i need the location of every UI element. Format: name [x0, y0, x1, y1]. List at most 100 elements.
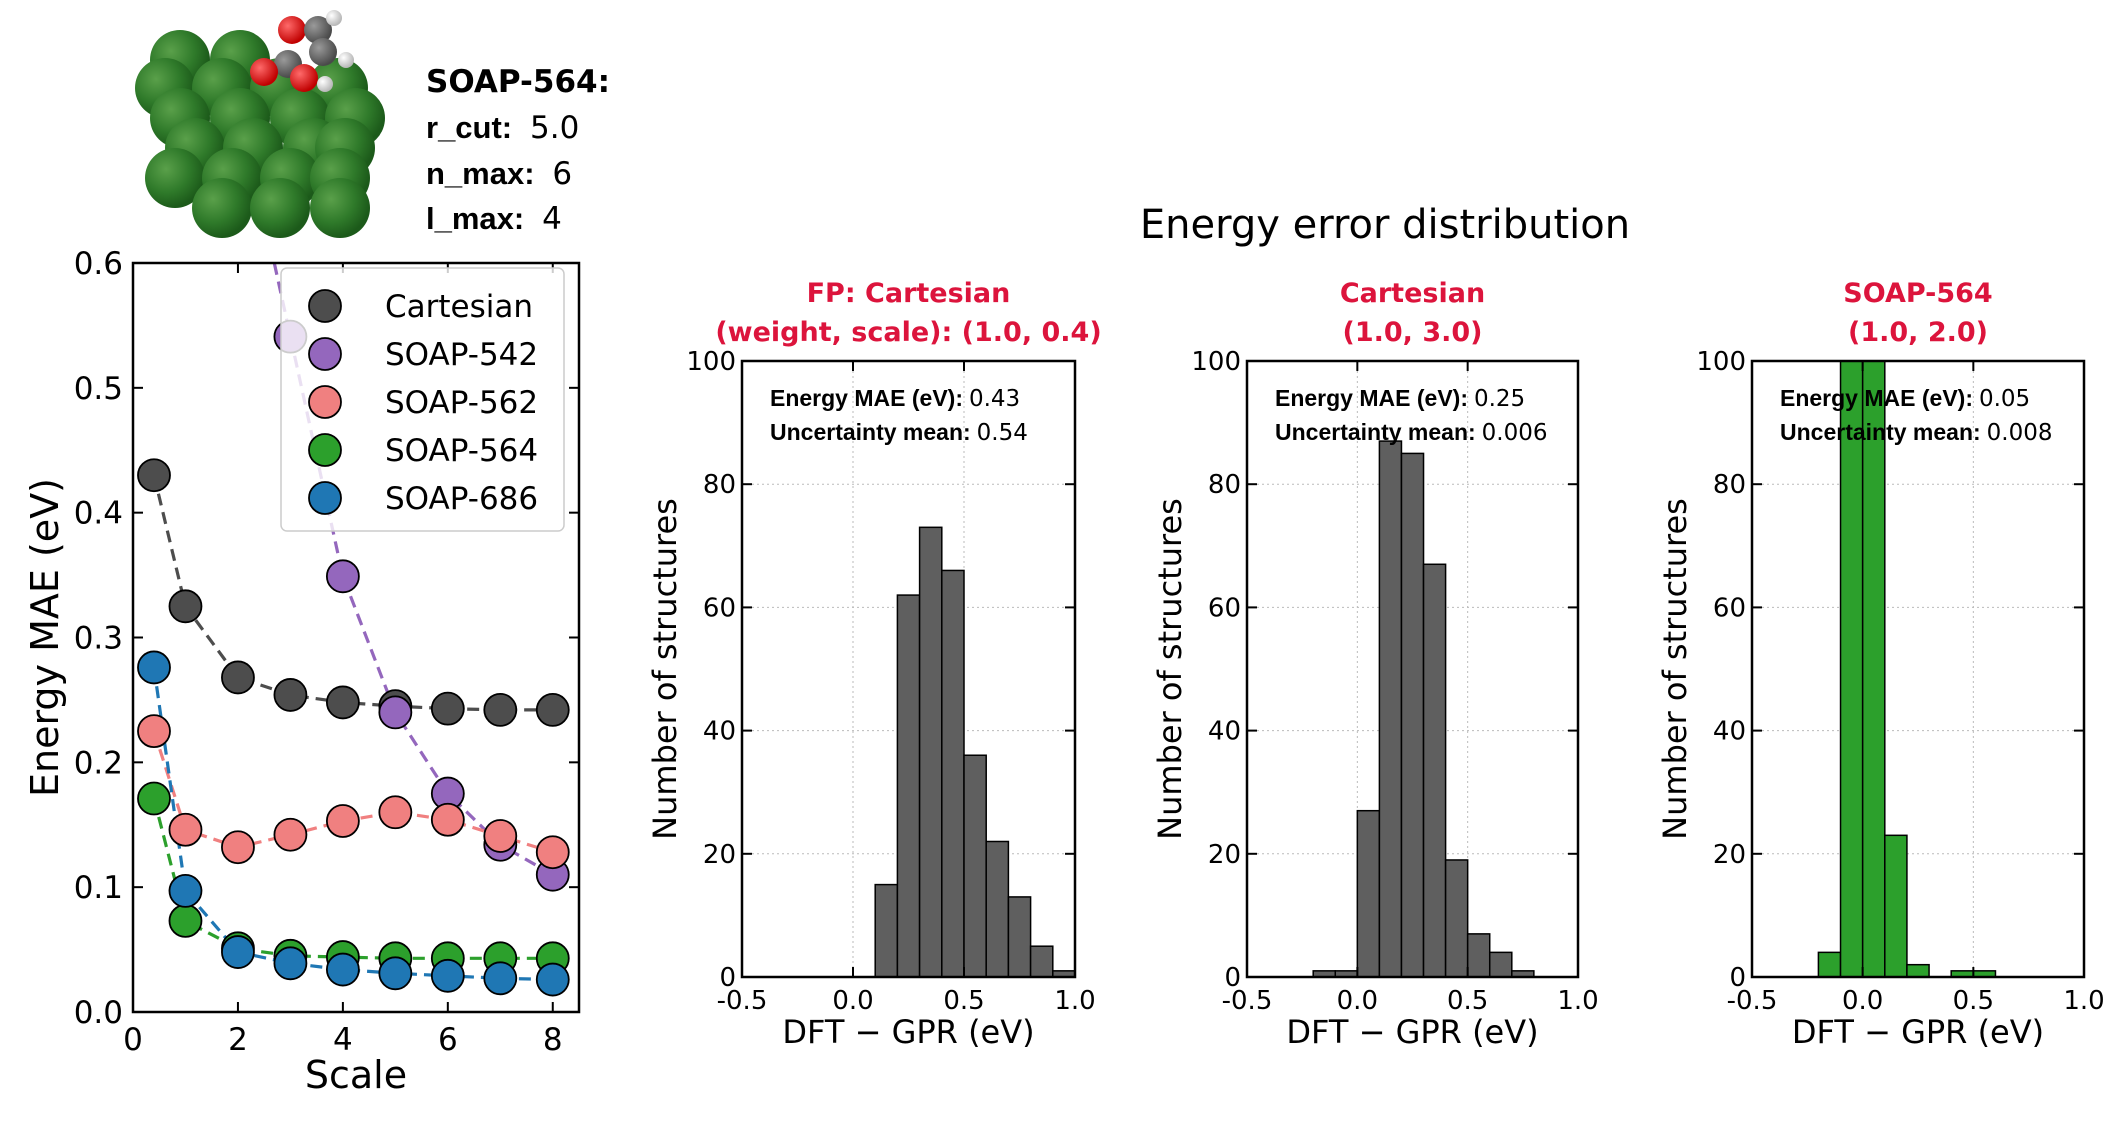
x-axis-label: DFT − GPR (eV): [1286, 1013, 1538, 1051]
x-tick-label: -0.5: [717, 986, 768, 1016]
annotation-value: 0.006: [1482, 420, 1548, 446]
legend: Cartesian SOAP-542 SOAP-562 SOAP-564 SOAP-68…: [280, 267, 565, 532]
point-SOAP-542: [325, 559, 360, 594]
point-Cartesian: [430, 691, 465, 726]
annotation-line: Energy MAE (eV): 0.05: [1780, 385, 2030, 412]
point-Cartesian: [221, 660, 255, 695]
suptitle: Energy error distribution: [1140, 202, 1630, 248]
x-tick-label: 0.5: [943, 986, 984, 1016]
y-tick-label: 0.0: [74, 995, 123, 1031]
legend-box: [280, 267, 565, 532]
y-tick-label: 0.4: [74, 496, 123, 532]
hist-bar: [1400, 452, 1425, 977]
y-tick-label: 80: [1208, 470, 1241, 500]
point-SOAP-686: [221, 935, 255, 969]
point-Cartesian: [483, 693, 518, 727]
annotation-line: Energy MAE (eV): 0.43: [770, 385, 1020, 412]
legend-marker: [308, 385, 342, 419]
histogram-soap-564: -0.5 0.0 0.5 1.0 0 20 40 60 80 100 DFT − GPR (eV) N…: [1656, 278, 2105, 1051]
x-tick-label: -0.5: [1222, 986, 1273, 1016]
y-tick-label: 80: [1713, 470, 1746, 500]
x-tick-label: 1.0: [2063, 986, 2104, 1016]
annotation-value: 0.25: [1474, 386, 1525, 412]
hist-bar: [1906, 963, 1930, 977]
plot-frame: [740, 359, 1077, 979]
hist-bar: [1378, 440, 1403, 977]
x-tick-label: 1.0: [1557, 986, 1598, 1016]
subplot-title: FP: Cartesian: [807, 278, 1011, 309]
hist-bar: [1817, 951, 1842, 977]
slab-atom: [145, 148, 205, 208]
legend-label: SOAP-686: [385, 481, 538, 517]
legend-label: SOAP-542: [385, 337, 538, 373]
hist-bar: [1422, 563, 1447, 977]
x-tick-label: 8: [543, 1022, 563, 1058]
annotation-value: 0.43: [969, 386, 1020, 412]
point-SOAP-542: [378, 695, 413, 730]
point-Cartesian: [137, 458, 171, 493]
hist-bar: [896, 594, 921, 977]
y-tick-label: 40: [1208, 717, 1241, 747]
hist-bar: [985, 840, 1010, 977]
param-l-max: l_max: 4: [426, 201, 562, 237]
hist-bar: [1488, 951, 1513, 977]
annotation-label: Uncertainty mean:: [1275, 419, 1476, 445]
slab-atoms: [135, 30, 385, 238]
legend-marker: [308, 481, 342, 515]
x-axis-label: DFT − GPR (eV): [782, 1013, 1034, 1051]
y-axis-label: Number of structures: [1656, 498, 1694, 840]
hist-bar: [1007, 896, 1032, 977]
subplot-title: (1.0, 3.0): [1343, 317, 1483, 348]
y-tick-label: 0.2: [74, 745, 123, 781]
annotation-label: Uncertainty mean:: [1780, 419, 1981, 445]
annotation-line: Uncertainty mean: 0.008: [1780, 419, 2053, 446]
hist-bar: [1052, 970, 1075, 977]
legend-marker: [308, 433, 342, 467]
point-SOAP-562: [430, 802, 465, 837]
x-tick-label: 0.0: [832, 986, 873, 1016]
x-tick-label: 6: [438, 1022, 458, 1058]
hist-bar: [1839, 361, 1864, 977]
hist-bar: [941, 569, 965, 977]
y-tick-label: 0.5: [74, 371, 123, 407]
point-SOAP-686: [483, 961, 518, 996]
mae-vs-scale-chart: 0 2 4 6 8 0.0 0.1 0.2 0.3 0.4 0.5 0.6 Scale Energy MA…: [23, 246, 581, 1097]
param-n-max: n_max: 6: [426, 156, 572, 192]
annotation-label: Energy MAE (eV):: [1780, 385, 1973, 411]
y-tick-label: 0: [1224, 963, 1241, 993]
point-SOAP-686: [168, 874, 203, 908]
slab-atom: [310, 178, 370, 238]
x-tick-label: 0.5: [1953, 986, 1994, 1016]
hist-bar: [1356, 809, 1381, 977]
point-SOAP-562: [273, 817, 308, 852]
x-axis-label: DFT − GPR (eV): [1792, 1013, 2044, 1051]
histogram-fp-cartesian: -0.5 0.0 0.5 1.0 0 20 40 60 80 100 DFT − GPR (eV) N…: [646, 278, 1102, 1051]
y-tick-label: 0: [1729, 963, 1746, 993]
point-SOAP-562: [535, 835, 570, 870]
point-SOAP-562: [221, 830, 255, 865]
legend-marker: [308, 289, 342, 323]
y-tick-label: 100: [686, 347, 736, 377]
point-SOAP-562: [378, 795, 413, 830]
slab-atom: [250, 178, 310, 238]
x-tick-label: -0.5: [1727, 986, 1778, 1016]
annotation-value: 0.05: [1979, 386, 2030, 412]
plot-frame: [1750, 359, 2086, 979]
point-SOAP-562: [168, 812, 203, 847]
y-tick-label: 40: [703, 717, 736, 747]
legend-label: Cartesian: [385, 289, 533, 325]
y-tick-label: 0.6: [74, 246, 123, 282]
y-tick-label: 60: [703, 593, 736, 623]
y-tick-label: 20: [703, 840, 736, 870]
point-SOAP-686: [378, 956, 413, 991]
x-tick-label: 1.0: [1054, 986, 1095, 1016]
subplot-title: SOAP-564: [1843, 278, 1992, 309]
annotation-label: Energy MAE (eV):: [1275, 385, 1468, 411]
hist-bar: [1861, 361, 1886, 977]
point-SOAP-686: [430, 958, 465, 993]
histogram-cartesian: -0.5 0.0 0.5 1.0 0 20 40 60 80 100 DFT − GPR (eV) N…: [1151, 278, 1599, 1051]
x-axis-label: Scale: [305, 1053, 407, 1097]
subplot-title: Cartesian: [1340, 278, 1485, 309]
point-SOAP-686: [325, 952, 360, 987]
adsorbate-molecule: [250, 10, 354, 92]
